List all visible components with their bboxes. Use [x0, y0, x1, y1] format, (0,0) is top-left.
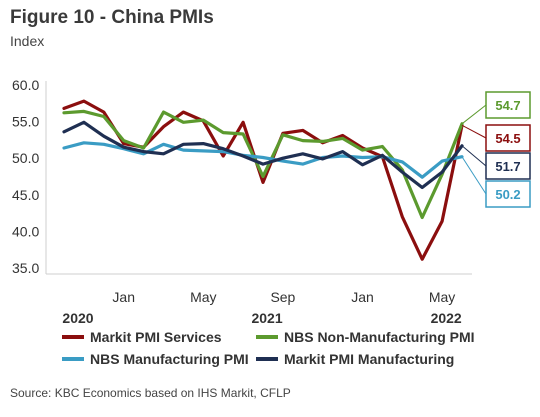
legend-label-services: Markit PMI Services [90, 329, 222, 345]
x-tick-label: May [190, 289, 216, 305]
end-value-badges: 54.5 54.7 50.2 51.7 [461, 91, 531, 208]
legend-label-manufacturing: NBS Manufacturing PMI [90, 351, 249, 367]
badge-box-nonmanufacturing [485, 91, 531, 119]
x-tick-label: Sep [270, 289, 295, 305]
badge-leader-markit_manufacturing [461, 145, 487, 167]
badge-value-services: 54.5 [495, 131, 520, 146]
y-tick-label: 60.0 [12, 77, 39, 93]
badge-value-markit_manufacturing: 51.7 [495, 159, 520, 174]
chart-axes: 60.0 55.0 50.0 45.0 40.0 35.0 Jan May Sep Jan May 2… [12, 77, 472, 326]
chart-legend: Markit PMI Services NBS Non-Manufacturing… [62, 329, 475, 367]
badge-value-nonmanufacturing: 54.7 [495, 98, 520, 113]
x-tick-label: Jan [112, 289, 135, 305]
x-tick-label: Jan [351, 289, 374, 305]
series-line-nonmanufacturing [62, 109, 464, 220]
badge-value-manufacturing: 50.2 [495, 187, 520, 202]
legend-label-markit_manufacturing: Markit PMI Manufacturing [284, 351, 454, 367]
y-tick-label: 45.0 [12, 187, 39, 203]
year-label: 2022 [431, 310, 462, 326]
y-tick-label: 50.0 [12, 150, 39, 166]
badge-box-markit_manufacturing [485, 152, 531, 180]
chart-lines [62, 99, 464, 261]
y-tick-label: 40.0 [12, 223, 39, 239]
series-line-services [62, 99, 464, 261]
y-tick-label: 35.0 [12, 260, 39, 276]
chart-title: Figure 10 - China PMIs [10, 7, 214, 28]
badge-box-services [485, 124, 531, 152]
badge-leader-services [461, 124, 487, 139]
chart-subtitle: Index [10, 33, 45, 49]
y-tick-label: 55.0 [12, 114, 39, 130]
source-note: Source: KBC Economics based on IHS Marki… [10, 386, 291, 400]
year-label: 2021 [251, 310, 282, 326]
x-tick-label: May [429, 289, 455, 305]
badge-leader-manufacturing [461, 156, 487, 195]
badge-leader-nonmanufacturing [461, 104, 487, 125]
series-line-manufacturing [62, 141, 464, 179]
series-line-markit_manufacturing [62, 120, 464, 190]
year-label: 2020 [62, 310, 93, 326]
badge-box-manufacturing [485, 180, 531, 208]
legend-label-nonmanufacturing: NBS Non-Manufacturing PMI [284, 329, 475, 345]
